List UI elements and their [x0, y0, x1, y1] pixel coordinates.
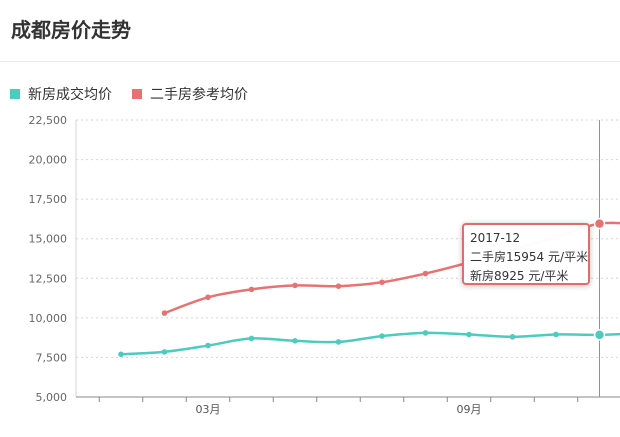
data-point-new-price	[161, 349, 168, 355]
legend-label-new: 新房成交均价	[28, 87, 112, 103]
data-point-new-price	[118, 351, 124, 358]
data-point-new-price	[379, 333, 385, 339]
tooltip-second-row: 二手房15954 元/平米	[470, 248, 588, 267]
series-line-new-price	[119, 331, 620, 356]
data-point-second-hand-price	[593, 217, 606, 230]
tooltip-date: 2017-12	[470, 231, 521, 245]
data-point-second-hand-price	[379, 279, 385, 286]
y-tick-label: 20,000	[29, 154, 68, 167]
tooltip-second-value: 15954	[506, 250, 545, 264]
y-tick-label: 17,500	[29, 193, 68, 206]
data-point-second-hand-price	[161, 310, 168, 316]
x-tick-label: 09月	[457, 403, 482, 416]
x-tick-label: 03月	[196, 403, 221, 416]
data-point-new-price	[593, 329, 606, 341]
tooltip-new-row: 新房8925 元/平米	[470, 267, 588, 286]
title-divider	[0, 61, 620, 62]
tooltip-new-value: 8925	[494, 269, 525, 283]
y-tick-label: 10,000	[29, 312, 68, 325]
chart-tooltip: 2017-12 二手房15954 元/平米 新房8925 元/平米	[462, 223, 590, 285]
data-point-second-hand-price	[422, 270, 429, 277]
y-tick-label: 12,500	[29, 272, 68, 285]
legend-label-second: 二手房参考均价	[150, 87, 248, 103]
y-tick-label: 15,000	[29, 233, 68, 246]
y-tick-label: 22,500	[29, 114, 68, 127]
data-point-second-hand-price	[335, 283, 342, 290]
tooltip-second-label: 二手房	[470, 250, 507, 264]
data-point-second-hand-price	[248, 286, 255, 293]
tooltip-new-unit: 元/平米	[528, 269, 569, 283]
legend-swatch-new	[10, 89, 20, 99]
tooltip-new-label: 新房	[470, 269, 495, 283]
data-point-new-price	[205, 342, 211, 349]
page-title: 成都房价走势	[11, 18, 131, 42]
data-point-new-price	[248, 335, 255, 342]
data-point-new-price	[509, 334, 516, 340]
legend-swatch-second	[132, 89, 142, 99]
y-tick-label: 5,000	[36, 391, 68, 404]
data-point-new-price	[292, 338, 298, 344]
data-point-new-price	[335, 339, 342, 345]
legend-item-second[interactable]: 二手房参考均价	[132, 84, 248, 104]
legend-item-new[interactable]: 新房成交均价	[10, 84, 112, 104]
data-point-second-hand-price	[292, 282, 298, 289]
y-tick-label: 7,500	[36, 351, 68, 364]
data-point-new-price	[422, 330, 429, 336]
tooltip-second-unit: 元/平米	[548, 250, 589, 264]
data-point-second-hand-price	[205, 294, 211, 301]
data-point-new-price	[466, 331, 472, 338]
chart-legend: 新房成交均价 二手房参考均价	[10, 84, 268, 104]
data-point-new-price	[553, 331, 559, 338]
